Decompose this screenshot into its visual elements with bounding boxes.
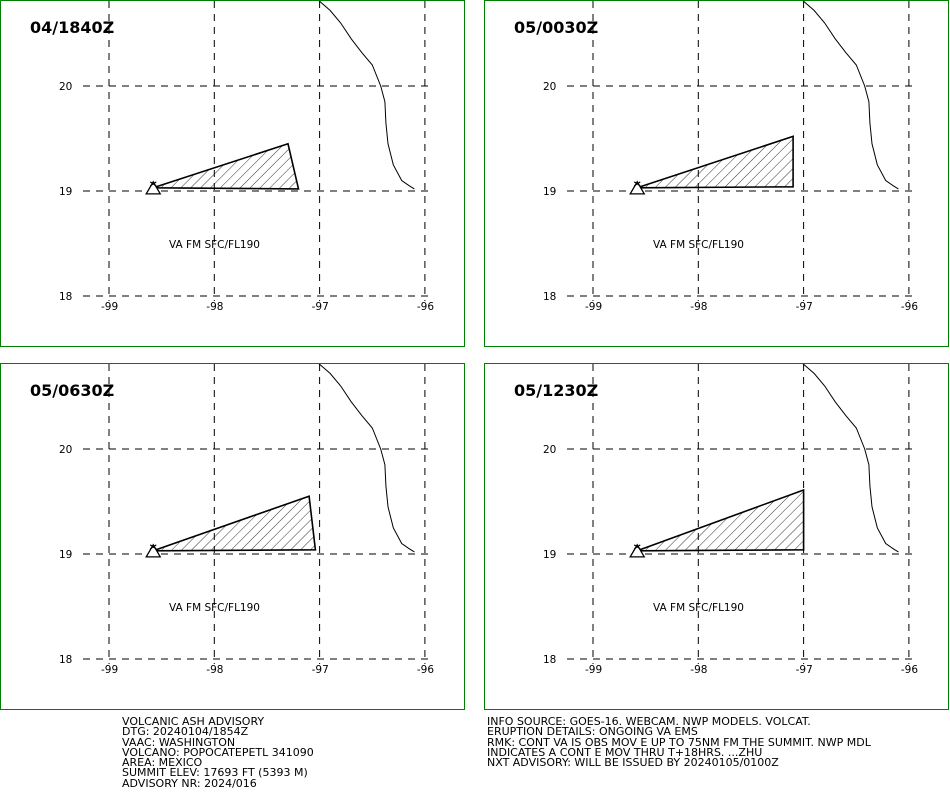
triangle-volcano-icon [629,543,646,558]
forecast-panel-3: 05/0630Z -99 -98 -97 -96 20 19 18 VA FM SFC/FL1… [0,363,465,710]
ash-cloud-polygon [636,135,794,189]
lon-tick-label: -99 [585,301,602,313]
advisory-info-right: INFO SOURCE: GOES-16. WEBCAM. NWP MODELS… [487,715,871,770]
lon-tick-label: -98 [206,664,223,676]
advisory-number: ADVISORY NR: 2024/016 [122,776,257,790]
lat-tick-label: 19 [543,186,556,198]
forecast-panel-4: 05/1230Z -99 -98 -97 -96 20 19 18 VA FM SFC/FL1… [484,363,949,710]
va-altitude-label: VA FM SFC/FL190 [653,602,744,614]
triangle-volcano-icon [145,543,162,558]
va-altitude-label: VA FM SFC/FL190 [169,239,260,251]
lon-tick-label: -96 [901,664,918,676]
lat-tick-label: 18 [543,291,556,303]
lon-tick-label: -97 [796,301,813,313]
ash-map: -99 -98 -97 -96 20 19 18 VA FM SFC/FL190 [59,364,434,676]
advisory-eruption-details: ERUPTION DETAILS: ONGOING VA EMS [487,725,698,739]
lon-tick-label: -98 [690,301,707,313]
lat-tick-label: 20 [59,444,72,456]
ash-map: -99 -98 -97 -96 20 19 18 VA FM SFC/FL190 [543,1,918,313]
lon-tick-label: -99 [101,664,118,676]
lat-tick-label: 20 [59,81,72,93]
advisory-remarks: RMK: CONT VA IS OBS MOV E UP TO 75NM FM … [487,735,871,749]
ash-cloud-polygon [636,488,805,552]
advisory-remarks-cont: INDICATES A CONT E MOV THRU T+18HRS. ...… [487,745,763,759]
coastline [318,1,415,190]
lon-tick-label: -96 [417,301,434,313]
forecast-panel-2: 05/0030Z -99 -98 -97 -96 20 19 18 VA FM SFC/FL1… [484,0,949,347]
lon-tick-label: -98 [206,301,223,313]
advisory-next: NXT ADVISORY: WILL BE ISSUED BY 20240105… [487,756,779,770]
coastline [802,1,899,190]
advisory-area: AREA: MEXICO [122,756,203,770]
advisory-info-left: VOLCANIC ASH ADVISORY DTG: 20240104/1854… [122,715,314,790]
lat-tick-label: 19 [59,186,72,198]
coastline [802,364,899,553]
ash-map: -99 -98 -97 -96 20 19 18 VA FM SFC/FL190 [59,1,434,313]
forecast-panel-1: 04/1840Z -99 -98 -97 -96 20 19 18 VA FM SFC/FL1… [0,0,465,347]
lat-tick-label: 20 [543,444,556,456]
coastline [318,364,415,553]
advisory-dtg: DTG: 20240104/1854Z [122,725,249,739]
triangle-volcano-icon [145,180,162,195]
lat-tick-label: 20 [543,81,556,93]
va-altitude-label: VA FM SFC/FL190 [169,602,260,614]
va-altitude-label: VA FM SFC/FL190 [653,239,744,251]
lat-tick-label: 19 [59,549,72,561]
ash-cloud-polygon [152,142,300,190]
advisory-summit-elev: SUMMIT ELEV: 17693 FT (5393 M) [122,766,308,780]
panel-time-label: 05/1230Z [514,381,599,400]
panel-time-label: 05/0630Z [30,381,115,400]
lon-tick-label: -97 [312,301,329,313]
lon-tick-label: -96 [901,301,918,313]
lat-tick-label: 18 [59,291,72,303]
ash-cloud-polygon [152,495,317,552]
panel-time-label: 05/0030Z [514,18,599,37]
panel-time-label: 04/1840Z [30,18,115,37]
lat-tick-label: 18 [59,654,72,666]
lon-tick-label: -97 [312,664,329,676]
lat-tick-label: 19 [543,549,556,561]
triangle-volcano-icon [629,180,646,195]
lon-tick-label: -99 [585,664,602,676]
advisory-info-source: INFO SOURCE: GOES-16. WEBCAM. NWP MODELS… [487,715,811,728]
advisory-title: VOLCANIC ASH ADVISORY [122,715,265,728]
lon-tick-label: -97 [796,664,813,676]
advisory-vaac: VAAC: WASHINGTON [122,735,236,749]
advisory-volcano: VOLCANO: POPOCATEPETL 341090 [122,745,314,759]
lat-tick-label: 18 [543,654,556,666]
lon-tick-label: -96 [417,664,434,676]
lon-tick-label: -99 [101,301,118,313]
lon-tick-label: -98 [690,664,707,676]
ash-map: -99 -98 -97 -96 20 19 18 VA FM SFC/FL190 [543,364,918,676]
